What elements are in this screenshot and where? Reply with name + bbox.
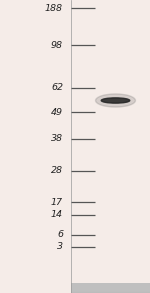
Bar	[70, 285, 150, 290]
Bar	[70, 287, 150, 292]
Bar	[70, 283, 150, 288]
Bar	[70, 287, 150, 292]
Bar	[70, 284, 150, 289]
Bar	[70, 285, 150, 290]
Bar	[70, 286, 150, 291]
Text: 14: 14	[51, 210, 63, 219]
Bar	[70, 288, 150, 293]
Text: 6: 6	[57, 231, 63, 239]
Text: 98: 98	[51, 41, 63, 50]
Bar	[70, 285, 150, 290]
Bar	[70, 285, 150, 290]
Bar	[70, 287, 150, 292]
Bar	[70, 287, 150, 292]
Bar	[70, 287, 150, 291]
Bar	[70, 286, 150, 291]
Bar	[70, 284, 150, 289]
Bar	[70, 285, 150, 290]
Text: 17: 17	[51, 198, 63, 207]
Bar	[70, 284, 150, 289]
Bar	[70, 287, 150, 292]
Bar	[70, 284, 150, 289]
Bar	[70, 284, 150, 289]
Bar	[70, 288, 150, 293]
Bar	[70, 285, 150, 290]
Bar	[70, 287, 150, 292]
Bar	[70, 284, 150, 288]
Bar	[70, 286, 150, 291]
Bar	[70, 286, 150, 291]
Bar	[70, 284, 150, 289]
Bar	[70, 286, 150, 291]
Bar	[70, 288, 150, 293]
Bar	[70, 287, 150, 292]
Bar	[70, 285, 150, 290]
Bar	[70, 286, 150, 291]
Text: 38: 38	[51, 134, 63, 143]
Bar	[70, 283, 150, 288]
Bar	[70, 285, 150, 290]
Bar	[70, 287, 150, 292]
Bar	[70, 288, 150, 293]
Bar	[70, 286, 150, 291]
Bar	[70, 285, 150, 290]
Bar	[70, 288, 150, 293]
Bar	[70, 285, 150, 289]
Bar	[70, 287, 150, 292]
Bar	[70, 285, 150, 289]
Bar	[70, 286, 150, 291]
Bar	[70, 286, 150, 290]
Bar	[70, 287, 150, 292]
Text: 28: 28	[51, 166, 63, 175]
Bar	[70, 285, 150, 289]
Text: 49: 49	[51, 108, 63, 117]
Bar	[70, 286, 150, 291]
Bar	[70, 285, 150, 290]
Bar	[70, 287, 150, 291]
Bar	[70, 287, 150, 292]
Bar	[70, 284, 150, 289]
Text: 188: 188	[45, 4, 63, 13]
Bar	[70, 285, 150, 289]
Ellipse shape	[101, 98, 130, 103]
Bar	[70, 284, 150, 289]
Text: 3: 3	[57, 243, 63, 251]
Bar	[70, 287, 150, 292]
Bar	[70, 285, 150, 289]
Bar	[70, 287, 150, 292]
Bar	[70, 284, 150, 289]
Bar	[70, 288, 150, 293]
Bar	[0, 0, 70, 293]
Ellipse shape	[96, 94, 135, 107]
Bar	[70, 288, 150, 292]
Bar	[70, 284, 150, 288]
Text: 62: 62	[51, 84, 63, 92]
